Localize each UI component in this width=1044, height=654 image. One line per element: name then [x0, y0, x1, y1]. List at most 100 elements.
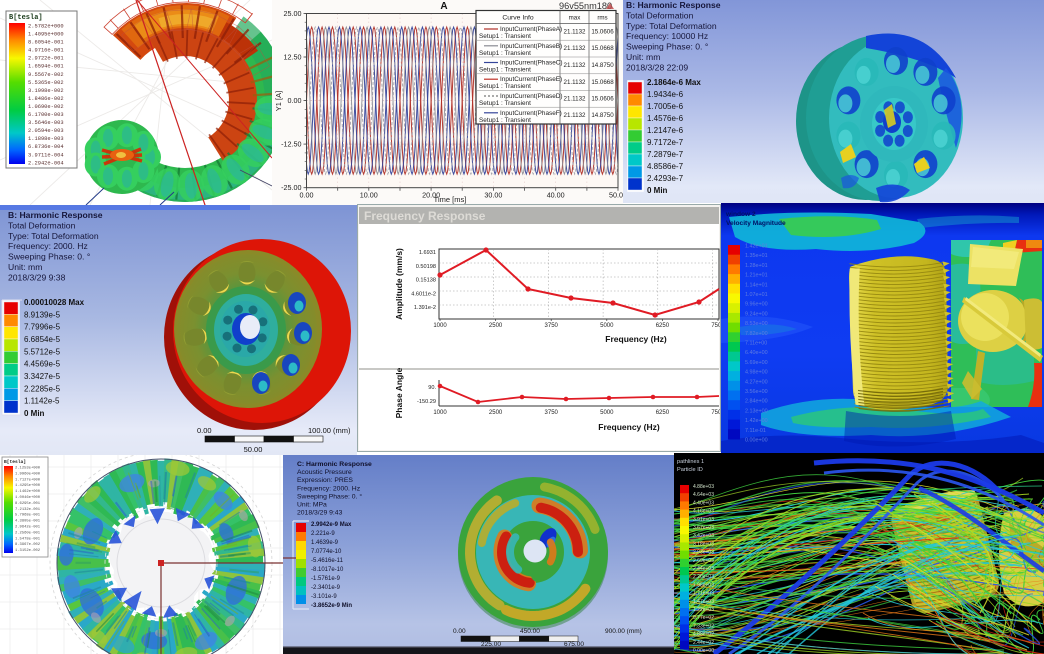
svg-text:B[tesla]: B[tesla]	[4, 459, 26, 465]
svg-text:15.0606: 15.0606	[591, 29, 614, 36]
svg-text:2.4293e-7: 2.4293e-7	[647, 174, 684, 183]
svg-text:2.1253e+000: 2.1253e+000	[15, 467, 41, 471]
svg-text:Frequency: 10000 Hz: Frequency: 10000 Hz	[626, 31, 708, 41]
svg-text:14.8750: 14.8750	[591, 62, 614, 69]
svg-text:40.00: 40.00	[547, 191, 565, 200]
svg-text:1.47e+03: 1.47e+03	[693, 599, 714, 605]
svg-text:1.4639e-9: 1.4639e-9	[311, 540, 339, 546]
svg-text:4.98e+00: 4.98e+00	[745, 370, 768, 376]
svg-text:4.9716e-001: 4.9716e-001	[28, 48, 64, 54]
svg-text:Frequency: 2000. Hz: Frequency: 2000. Hz	[297, 485, 361, 492]
svg-text:1.0690e-002: 1.0690e-002	[28, 104, 64, 110]
svg-text:1.6594e-001: 1.6594e-001	[28, 64, 64, 70]
svg-text:3.9711e-004: 3.9711e-004	[28, 152, 64, 158]
svg-text:-150.29: -150.29	[417, 399, 436, 405]
svg-text:2.2942e-004: 2.2942e-004	[28, 160, 64, 166]
svg-text:5.69e+00: 5.69e+00	[745, 360, 768, 366]
svg-text:9.96e+00: 9.96e+00	[745, 302, 768, 308]
svg-text:2.2560e-001: 2.2560e-001	[15, 531, 41, 535]
svg-text:8.53e+00: 8.53e+00	[745, 321, 768, 327]
svg-text:B[tesla]: B[tesla]	[9, 14, 43, 22]
svg-text:-3.101e-9: -3.101e-9	[311, 594, 337, 600]
svg-text:1.1142e-5: 1.1142e-5	[24, 397, 60, 406]
svg-text:window 2: window 2	[725, 211, 756, 218]
svg-text:3750: 3750	[545, 323, 559, 329]
svg-text:3.42e+03: 3.42e+03	[693, 533, 714, 539]
svg-text:-8.1017e-10: -8.1017e-10	[311, 567, 344, 573]
svg-text:Sweeping Phase: 0. °: Sweeping Phase: 0. °	[8, 252, 90, 262]
svg-text:900.00 (mm): 900.00 (mm)	[605, 628, 642, 635]
svg-text:1.4295e+000: 1.4295e+000	[15, 484, 41, 488]
svg-text:2.9722e-001: 2.9722e-001	[28, 56, 64, 62]
svg-text:20.00: 20.00	[422, 191, 440, 200]
svg-text:Type: Total Deformation: Type: Total Deformation	[8, 231, 99, 241]
svg-text:4.4569e-5: 4.4569e-5	[24, 360, 61, 369]
svg-text:Setup1 : Transient: Setup1 : Transient	[479, 33, 531, 40]
svg-text:6.40e+00: 6.40e+00	[745, 350, 768, 356]
svg-text:0.00e+00: 0.00e+00	[745, 438, 768, 444]
svg-text:8.6295e-001: 8.6295e-001	[15, 502, 41, 506]
svg-text:2500: 2500	[489, 323, 503, 329]
svg-text:2.9942e-9 Max: 2.9942e-9 Max	[311, 522, 352, 528]
svg-text:0.00: 0.00	[453, 628, 466, 635]
svg-text:7.2132e-001: 7.2132e-001	[15, 508, 41, 512]
svg-text:pathlines 1: pathlines 1	[677, 459, 704, 465]
svg-text:2018/3/29 9:38: 2018/3/29 9:38	[8, 272, 66, 282]
svg-text:InputCurrent(PhaseE): InputCurrent(PhaseE)	[500, 76, 562, 83]
svg-text:1.391e-2: 1.391e-2	[414, 305, 436, 311]
svg-text:5.5365e-002: 5.5365e-002	[28, 80, 64, 86]
svg-text:30.00: 30.00	[484, 191, 502, 200]
svg-text:-1.5761e-9: -1.5761e-9	[311, 576, 341, 582]
svg-text:4.8586e-7: 4.8586e-7	[647, 162, 684, 171]
svg-text:8.9139e-5: 8.9139e-5	[24, 310, 61, 319]
svg-text:3.56e+00: 3.56e+00	[745, 389, 768, 395]
svg-text:-25.00: -25.00	[281, 183, 301, 192]
svg-text:1.7127e+000: 1.7127e+000	[15, 478, 41, 482]
svg-text:0.00e+00: 0.00e+00	[693, 648, 714, 654]
svg-text:1.35e+01: 1.35e+01	[745, 253, 768, 259]
svg-text:0.15138: 0.15138	[416, 278, 436, 284]
svg-text:7.11e+00: 7.11e+00	[745, 341, 767, 347]
svg-text:Total Deformation: Total Deformation	[8, 220, 76, 230]
svg-text:10.00: 10.00	[360, 191, 378, 200]
svg-text:1.4095e+000: 1.4095e+000	[28, 32, 64, 38]
svg-text:15.0668: 15.0668	[591, 45, 614, 52]
svg-text:Velocity Magnitude: Velocity Magnitude	[726, 220, 786, 227]
svg-text:1.6931: 1.6931	[419, 250, 436, 256]
svg-text:3.5646e-003: 3.5646e-003	[28, 120, 64, 126]
svg-text:2.44e+02: 2.44e+02	[693, 640, 714, 646]
svg-text:Unit: MPa: Unit: MPa	[297, 502, 327, 509]
svg-text:0.50198: 0.50198	[416, 264, 436, 270]
svg-text:0.00: 0.00	[300, 191, 314, 200]
svg-text:Time [ms]: Time [ms]	[434, 195, 467, 204]
svg-text:0.00: 0.00	[197, 426, 212, 435]
svg-text:7.82e+00: 7.82e+00	[745, 331, 768, 337]
svg-text:Setup1 : Transient: Setup1 : Transient	[479, 67, 531, 74]
svg-text:2.69e+03: 2.69e+03	[693, 558, 714, 564]
svg-text:2.221e-9: 2.221e-9	[311, 531, 335, 537]
svg-text:Type: Total Deformation: Type: Total Deformation	[626, 21, 717, 31]
svg-text:100.00 (mm): 100.00 (mm)	[308, 426, 351, 435]
svg-text:2.44e+03: 2.44e+03	[693, 566, 714, 572]
svg-text:1.21e+01: 1.21e+01	[745, 273, 768, 279]
svg-text:Frequency (Hz): Frequency (Hz)	[598, 422, 660, 432]
svg-text:6250: 6250	[656, 410, 670, 416]
svg-text:1.4576e-6: 1.4576e-6	[647, 114, 684, 123]
svg-text:0.00: 0.00	[288, 96, 302, 105]
svg-text:3750: 3750	[545, 410, 559, 416]
svg-text:C: Harmonic Response: C: Harmonic Response	[297, 461, 372, 468]
svg-text:2500: 2500	[489, 410, 503, 416]
svg-text:Sweeping Phase: 0. °: Sweeping Phase: 0. °	[626, 42, 708, 52]
svg-text:1.42e+01: 1.42e+01	[745, 244, 768, 250]
svg-text:8.3967e-002: 8.3967e-002	[15, 543, 41, 547]
svg-text:1.9434e-6: 1.9434e-6	[647, 90, 684, 99]
svg-text:Setup1 : Transient: Setup1 : Transient	[479, 50, 531, 57]
svg-text:4.16e+03: 4.16e+03	[693, 509, 714, 515]
svg-text:15.0606: 15.0606	[591, 96, 614, 103]
svg-text:21.1132: 21.1132	[564, 62, 586, 69]
svg-text:675.00: 675.00	[564, 641, 584, 648]
svg-text:-5.4616e-11: -5.4616e-11	[311, 558, 344, 564]
svg-text:4.27e+00: 4.27e+00	[745, 379, 768, 385]
svg-text:1.8486e-002: 1.8486e-002	[28, 96, 64, 102]
svg-text:9.24e+00: 9.24e+00	[745, 311, 768, 317]
